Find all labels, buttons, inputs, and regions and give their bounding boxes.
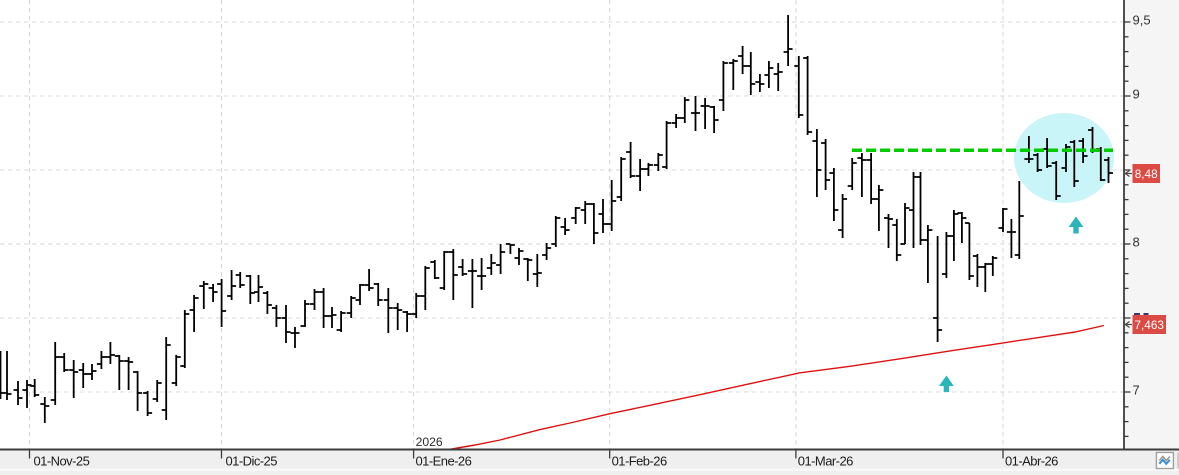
svg-text:01-Dic-25: 01-Dic-25 [226,454,278,469]
svg-text:7,463: 7,463 [1134,318,1164,332]
svg-text:01-Abr-26: 01-Abr-26 [1005,454,1058,469]
svg-text:01-Ene-26: 01-Ene-26 [416,454,472,469]
svg-text:8: 8 [1133,235,1140,250]
svg-text:7: 7 [1133,383,1140,398]
svg-text:2026: 2026 [416,435,443,449]
svg-text:9,5: 9,5 [1133,13,1151,28]
svg-text:8,48: 8,48 [1135,167,1158,181]
svg-text:9: 9 [1133,87,1140,102]
svg-text:01-Feb-26: 01-Feb-26 [612,454,667,469]
svg-text:01-Nov-25: 01-Nov-25 [34,454,90,469]
svg-text:01-Mar-26: 01-Mar-26 [798,454,853,469]
